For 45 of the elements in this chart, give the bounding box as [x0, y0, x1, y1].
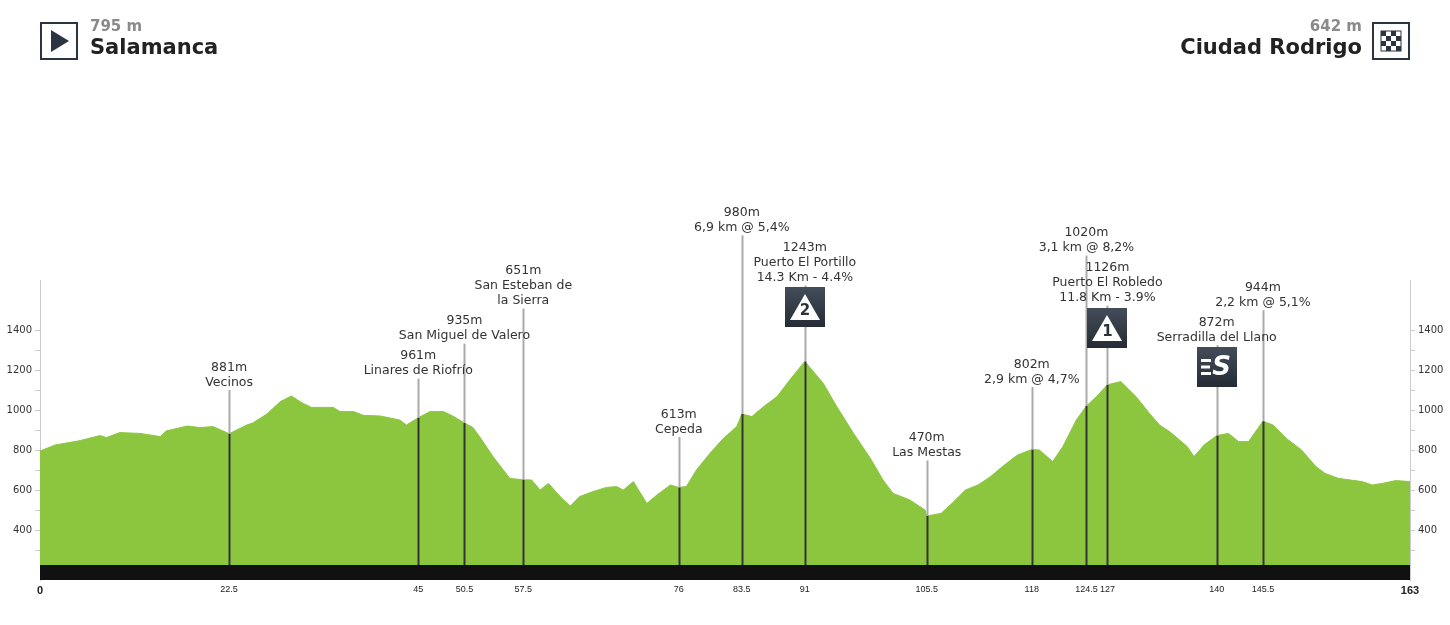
annotation: S [1211, 351, 1233, 382]
x-tick-label: 163 [1400, 583, 1420, 596]
ref-line-label: 1020m 3,1 km @ 8,2% [1038, 224, 1135, 255]
y2-tick-label: 800 [1418, 443, 1438, 455]
ref-line-label: 802m 2,9 km @ 4,7% [984, 355, 1080, 386]
x-tick-label: 83.5 [733, 583, 751, 594]
ref-line-label: 961m Linares de Riofrío [363, 347, 473, 378]
text: 642 m Ciudad Rodrigo [1180, 17, 1362, 60]
y-tick-label: 600 [12, 483, 32, 495]
ref-line-label: 872m Serradilla del Llano [1156, 313, 1277, 344]
y-tick-label: 800 [12, 443, 32, 455]
x-tick-label: 57.5 [514, 583, 533, 594]
x-tick-label: 45 [413, 583, 424, 594]
x-tick-label: 140 [1209, 583, 1225, 594]
y-tick-label: 1400 [6, 323, 32, 335]
ref-line-label: 944m 2,2 km @ 5,1% [1215, 278, 1311, 309]
ref-line-label: 1126m Puerto El Robledo 11.8 Km - 3.9% [1052, 259, 1163, 305]
annotation: 1 [1101, 321, 1114, 340]
x-tick-label: 118 [1024, 583, 1039, 594]
ref-line-label: 470m Las Mestas [892, 428, 962, 459]
annotation: 2 [798, 301, 812, 320]
ref-line-label: 1243m Puerto El Portillo 14.3 Km - 4.4% [753, 238, 857, 284]
y2-tick-label: 400 [1418, 523, 1438, 535]
x-tick-label: 105.5 [915, 583, 938, 594]
x-tick-label: 50.5 [455, 583, 474, 594]
text: 795 m Salamanca [90, 17, 219, 60]
ref-line-label: 651m San Esteban de la Sierra [474, 262, 573, 308]
y-tick-label: 1000 [6, 403, 32, 415]
x-tick-label: 91 [799, 583, 810, 594]
x-tick-label: 124.5 [1075, 583, 1098, 594]
x-tick-label: 0 [36, 583, 44, 596]
y2-tick-label: 600 [1418, 483, 1438, 495]
x-tick-label: 76 [673, 583, 684, 594]
x-tick-label: 127 [1099, 583, 1115, 594]
ref-line-label: 881m Vecinos [205, 358, 253, 389]
ref-line-label: 980m 6,9 km @ 5,4% [694, 203, 790, 234]
ref-line-label: 613m Cepeda [654, 405, 703, 436]
x-tick-label: 22.5 [220, 583, 238, 594]
y-tick-label: 400 [12, 523, 32, 535]
x-tick-label: 145.5 [1251, 583, 1275, 594]
y2-tick-label: 1200 [1418, 363, 1444, 375]
ref-line-label: 935m San Miguel de Valero [398, 312, 531, 343]
y2-tick-label: 1400 [1418, 323, 1444, 335]
y-tick-label: 1200 [6, 363, 32, 375]
y2-tick-label: 1000 [1418, 403, 1444, 415]
